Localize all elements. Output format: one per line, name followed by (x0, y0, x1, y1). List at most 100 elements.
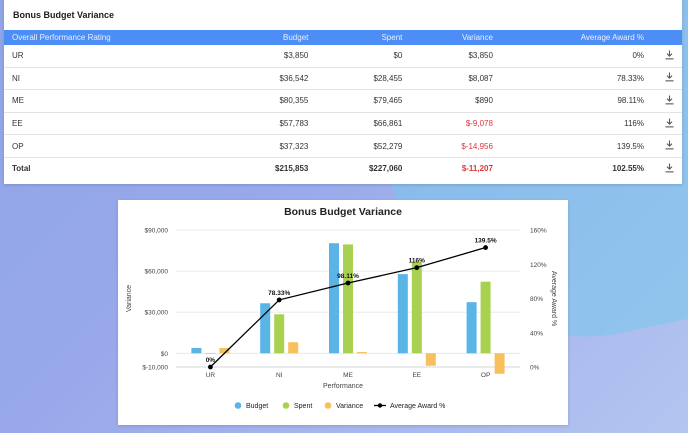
y2-tick-label: 80% (530, 296, 543, 303)
bar-variance-me (357, 352, 367, 354)
cell-variance: $-11,207 (461, 164, 493, 174)
y-tick-label: $0 (161, 351, 169, 358)
average-award-data-label: 0% (206, 357, 216, 364)
y2-tick-label: 0% (530, 365, 540, 372)
cell-variance: $8,087 (410, 67, 501, 91)
cell-average-award: 0% (500, 45, 652, 68)
row-download-cell (652, 157, 682, 179)
table-row: OP $37,323 $52,279 $-14,956 139.5% (4, 134, 682, 158)
average-award-data-label: 139.5% (475, 238, 497, 245)
bonus-budget-variance-panel: Bonus Budget Variance Overall Performanc… (4, 0, 682, 184)
y2-tick-label: 160% (530, 228, 547, 235)
download-icon[interactable] (665, 50, 674, 62)
cell-spent: $66,861 (316, 112, 411, 136)
table-body: UR $3,850 $0 $3,850 0% NI $36,542 $28,455 $8,087… (4, 45, 682, 180)
y-tick-label: $90,000 (145, 228, 169, 235)
legend-label[interactable]: Spent (294, 403, 312, 410)
column-header-spent[interactable]: Spent (316, 30, 411, 45)
legend-swatch-spent (282, 402, 290, 409)
row-download-cell (652, 89, 682, 113)
table-total-row: Total $215,853 $227,060 $-11,207 102.55% (4, 157, 682, 179)
download-icon[interactable] (665, 95, 674, 107)
average-award-data-label: 116% (409, 258, 425, 265)
cell-variance: $3,850 (410, 45, 501, 68)
cell-average-award: 139.5% (500, 134, 652, 158)
cell-budget: $3,850 (222, 45, 317, 68)
legend-swatch-variance (324, 402, 332, 409)
y-tick-label: $60,000 (145, 269, 169, 276)
download-icon[interactable] (665, 163, 674, 175)
cell-rating: NI (4, 67, 223, 91)
x-tick-label: NI (276, 372, 283, 379)
average-award-point (345, 280, 351, 286)
average-award-point (483, 245, 488, 250)
download-icon[interactable] (665, 72, 674, 84)
x-tick-label: ME (343, 372, 353, 379)
average-award-data-label: 98.11% (337, 273, 359, 280)
cell-rating: ME (4, 89, 223, 113)
bar-spent-op (480, 281, 491, 354)
legend-label[interactable]: Budget (246, 403, 268, 410)
average-award-point (276, 297, 282, 303)
column-header-actions (652, 30, 682, 45)
column-header-budget[interactable]: Budget (222, 30, 317, 45)
bar-spent-ee (411, 261, 422, 354)
y2-tick-label: 120% (530, 262, 547, 269)
cell-rating: OP (4, 134, 223, 158)
row-download-cell (652, 112, 682, 136)
cell-rating: Total (12, 164, 31, 174)
bar-variance-op (494, 353, 505, 374)
legend-label[interactable]: Variance (336, 403, 363, 410)
bar-budget-ee (397, 274, 408, 354)
cell-budget: $80,355 (222, 89, 317, 113)
cell-variance: $890 (410, 89, 501, 113)
cell-rating: UR (4, 45, 223, 68)
bar-spent-me (343, 244, 353, 354)
cell-average-award: 102.55% (612, 164, 644, 174)
table-row: NI $36,542 $28,455 $8,087 78.33% (4, 67, 682, 91)
average-award-data-label: 78.33% (268, 290, 290, 297)
table-header-row: Overall Performance Rating Budget Spent … (4, 30, 682, 45)
bar-budget-me (329, 243, 339, 354)
bar-budget-ur (191, 348, 202, 354)
cell-average-award: 98.11% (500, 89, 652, 113)
cell-budget: $57,783 (222, 112, 317, 136)
bar-spent-ni (274, 314, 285, 354)
cell-variance: $-14,956 (410, 134, 501, 158)
average-award-point (414, 265, 420, 271)
cell-average-award: 116% (500, 112, 652, 136)
panel-title: Bonus Budget Variance (13, 10, 115, 20)
cell-budget: $37,323 (222, 134, 317, 158)
bar-spent-ur (205, 353, 216, 354)
download-icon[interactable] (665, 140, 674, 152)
table-row: EE $57,783 $66,861 $-9,078 116% (4, 112, 682, 136)
cell-average-award: 78.33% (500, 67, 652, 91)
cell-budget: $36,542 (222, 67, 317, 91)
chart-title: Bonus Budget Variance (284, 206, 402, 218)
cell-variance: $-9,078 (410, 112, 501, 136)
cell-spent: $28,455 (316, 67, 411, 91)
y-tick-label: $30,000 (145, 310, 169, 317)
download-icon[interactable] (665, 118, 674, 130)
average-award-point (208, 364, 213, 370)
cell-spent: $227,060 (368, 164, 403, 174)
bonus-variance-chart: Bonus Budget Variance $-10,000 $0 $30,000 $6… (126, 206, 557, 410)
column-header-rating[interactable]: Overall Performance Rating (4, 30, 223, 45)
bar-budget-ni (260, 303, 271, 354)
cell-spent: $52,279 (316, 134, 411, 158)
table-row: UR $3,850 $0 $3,850 0% (4, 45, 682, 68)
legend-label[interactable]: Average Award % (390, 403, 445, 410)
cell-spent: $0 (316, 45, 411, 68)
variance-table: Overall Performance Rating Budget Spent … (4, 30, 682, 180)
x-tick-label: OP (481, 372, 490, 379)
bar-variance-ee (425, 353, 436, 366)
row-download-cell (652, 45, 682, 68)
legend-swatch-point (377, 403, 383, 408)
y2-axis-title: Average Award % (550, 271, 557, 326)
column-header-average-award[interactable]: Average Award % (500, 30, 652, 45)
bar-budget-op (466, 302, 477, 354)
cell-spent: $79,465 (316, 89, 411, 113)
cell-budget: $215,853 (275, 164, 309, 174)
cell-rating: EE (4, 112, 223, 136)
column-header-variance[interactable]: Variance (410, 30, 501, 45)
